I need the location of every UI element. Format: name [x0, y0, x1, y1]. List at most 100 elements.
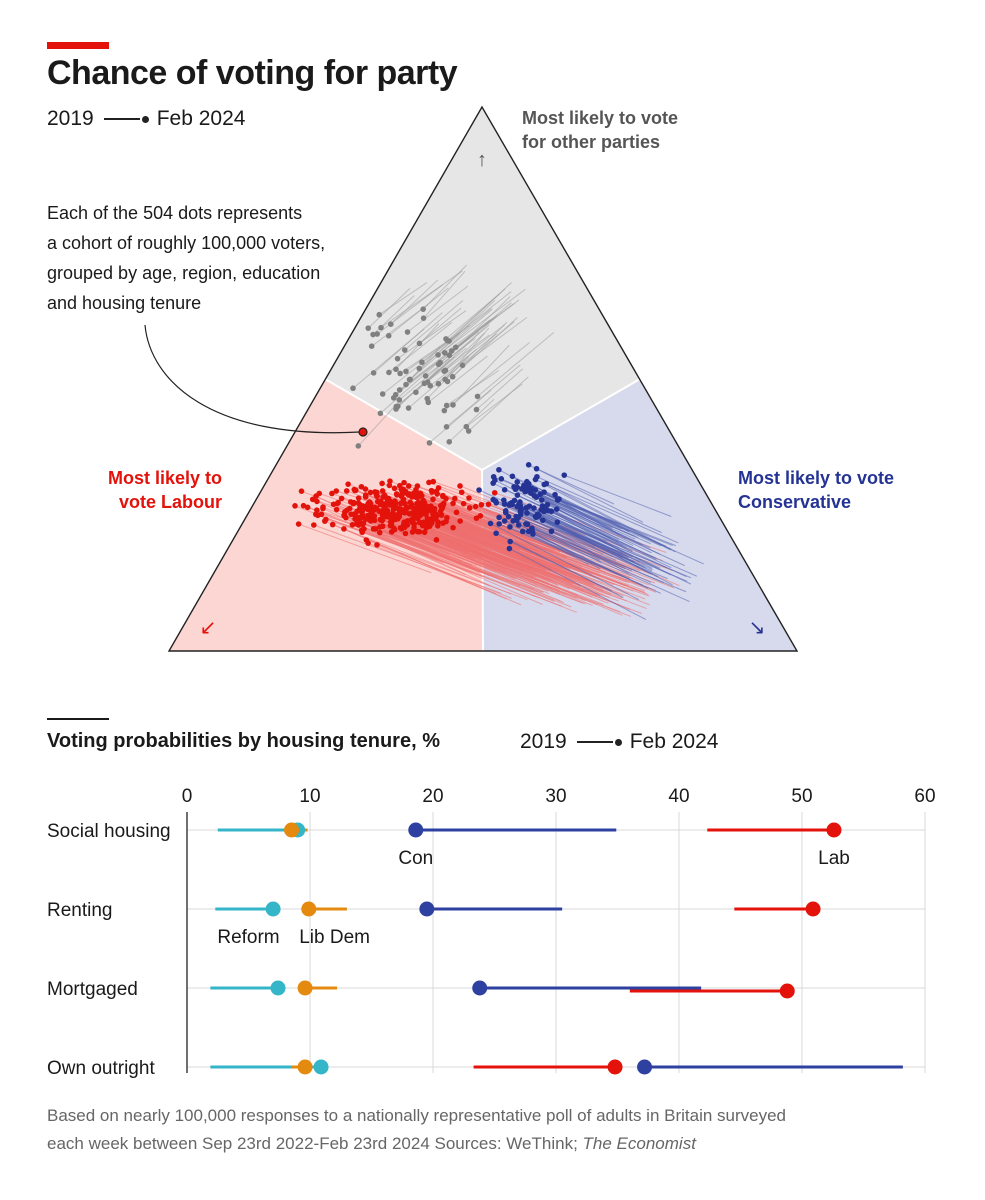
dot-labour [363, 537, 370, 543]
dot-conservative [517, 511, 524, 518]
cohort-trail [452, 344, 510, 406]
cohort-trail [476, 368, 523, 410]
dumbbell-dot-lab [607, 1059, 623, 1075]
dot-labour [362, 492, 369, 498]
cohort-trail [509, 548, 647, 621]
dot-labour [423, 524, 430, 531]
dot-labour [426, 479, 432, 486]
chart-title: Chance of voting for party [47, 54, 458, 92]
dots-annotation: Each of the 504 dots represents a cohort… [47, 198, 325, 318]
dot-conservative [509, 473, 516, 480]
cohort-trail [395, 347, 467, 407]
dot-other [450, 402, 456, 408]
dot-labour [453, 509, 460, 516]
dot-conservative [517, 502, 524, 509]
dot-labour [387, 502, 393, 508]
dot-labour [298, 488, 305, 494]
dot-labour [355, 500, 362, 506]
dot-conservative [540, 517, 546, 524]
dot-labour [370, 526, 377, 532]
label-other-line: Most likely to vote [522, 108, 679, 128]
dot-labour [401, 479, 407, 486]
dot-labour [386, 482, 393, 489]
dot-other [442, 367, 449, 374]
dumbbell-grid [186, 812, 926, 1073]
dot-labour [420, 497, 426, 503]
cohort-trail [528, 530, 631, 580]
dot-labour [379, 488, 386, 494]
dot-labour [354, 517, 360, 524]
label-other-line: for other parties [522, 132, 661, 152]
arrow-up-icon: ↑ [477, 149, 487, 171]
cohort-trail [427, 355, 488, 403]
cohort-trail [542, 505, 672, 569]
series-label: Reform [217, 927, 279, 948]
dot-other [397, 370, 403, 377]
dot-other [452, 344, 459, 351]
dot-labour [433, 537, 440, 543]
dot-labour [401, 524, 408, 531]
x-tick-label: 50 [791, 786, 812, 807]
arrow-down-left-icon: ↙ [200, 617, 217, 639]
dot-conservative [490, 496, 497, 503]
cohort-trail [407, 285, 469, 333]
dot-labour [354, 508, 360, 515]
dot-labour [407, 499, 413, 506]
dumbbell-dot-lab [779, 983, 795, 999]
dot-other [378, 324, 384, 331]
legend-dot [141, 115, 149, 123]
series-label: Lib Dem [299, 927, 370, 948]
dot-labour [341, 526, 347, 532]
dot-other [446, 352, 453, 359]
dot-other [377, 410, 384, 417]
legend-line [103, 118, 140, 120]
legend-line [576, 741, 613, 743]
legend-dot [614, 738, 622, 746]
dot-labour [411, 524, 417, 531]
dot-other [401, 347, 408, 353]
dot-other [474, 393, 481, 400]
dumbbell-dot-reform [270, 980, 286, 996]
dot-other [435, 352, 441, 358]
dot-labour [405, 483, 412, 489]
dot-labour [408, 492, 415, 499]
brand-bar [47, 42, 109, 49]
label-conservative: Most likely to vote Conservative [738, 466, 894, 514]
dot-other [463, 423, 470, 430]
dot-labour [355, 522, 362, 528]
dot-labour [316, 490, 323, 497]
cohort-trail [564, 474, 672, 517]
dot-labour [437, 502, 444, 509]
cohort-trail [378, 282, 428, 316]
dot-labour [374, 542, 380, 548]
cohort-trail [395, 323, 440, 370]
dot-labour [371, 513, 378, 519]
dot-labour [404, 517, 411, 524]
cohort-trail [444, 342, 530, 412]
legend-start: 2019 [520, 730, 567, 753]
region-other [325, 107, 640, 470]
cohort-trail [429, 389, 492, 444]
legend-start: 2019 [47, 107, 94, 130]
dot-other [416, 365, 423, 372]
dot-conservative [506, 545, 513, 552]
dot-labour [391, 526, 398, 533]
dot-labour [333, 488, 340, 494]
dot-labour [382, 506, 389, 512]
dot-other [435, 361, 442, 368]
category-label: Renting [47, 900, 113, 921]
legend-end: Feb 2024 [629, 730, 719, 753]
dot-labour [450, 524, 456, 531]
dot-labour [431, 505, 438, 512]
dot-conservative [525, 462, 532, 468]
cohort-trail [446, 364, 521, 428]
dot-labour [460, 500, 467, 507]
dot-labour [377, 524, 383, 530]
series-label: Lab [818, 848, 850, 869]
dot-conservative [514, 484, 521, 491]
ternary-dots [292, 306, 568, 552]
dot-labour [387, 478, 393, 484]
dot-other [443, 402, 450, 409]
annotation-line: and housing tenure [47, 293, 202, 313]
cohort-trail [495, 532, 624, 598]
